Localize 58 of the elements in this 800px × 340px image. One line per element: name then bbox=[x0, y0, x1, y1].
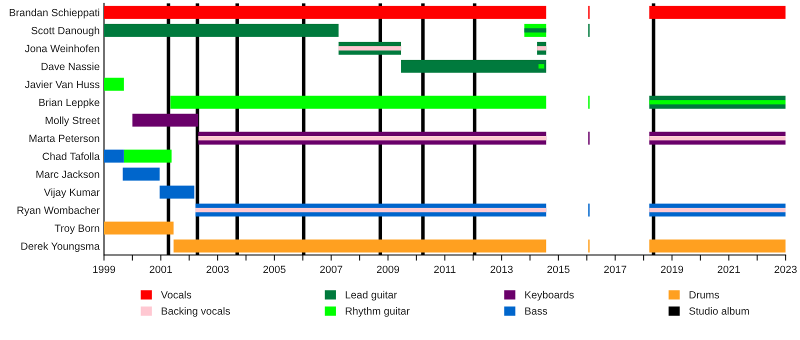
y-tick-label: Marta Peterson bbox=[29, 134, 100, 142]
bar bbox=[649, 100, 786, 104]
legend-label: Backing vocals bbox=[162, 307, 230, 317]
bar bbox=[104, 222, 174, 235]
x-tick-label: 2023 bbox=[774, 266, 797, 274]
y-tick-label: Ryan Wombacher bbox=[18, 206, 100, 216]
bar bbox=[170, 96, 546, 109]
bar bbox=[649, 240, 786, 252]
bar bbox=[401, 60, 546, 73]
y-tick-label: Javier Van Huss bbox=[24, 80, 100, 88]
x-tick-label: 2011 bbox=[434, 266, 456, 274]
legend-label: Bass bbox=[525, 307, 548, 315]
bar bbox=[104, 24, 339, 37]
bar bbox=[174, 240, 546, 252]
bar bbox=[538, 64, 544, 68]
bar bbox=[104, 6, 546, 19]
bar bbox=[649, 208, 786, 212]
legend-label: Keyboards bbox=[525, 290, 574, 301]
legend-label: Rhythm guitar bbox=[346, 307, 410, 317]
x-tick-label: 2017 bbox=[604, 266, 626, 274]
legend-label: Drums bbox=[690, 291, 720, 298]
bar bbox=[160, 186, 194, 199]
x-tick-label: 1999 bbox=[93, 266, 116, 274]
legend-label: Studio album bbox=[689, 307, 749, 315]
y-tick-label: Derek Youngsma bbox=[21, 242, 100, 252]
x-tick-label: 2003 bbox=[206, 266, 229, 274]
x-tick-label: 2007 bbox=[320, 266, 342, 274]
x-tick-label: 2019 bbox=[660, 266, 684, 274]
bar bbox=[649, 136, 786, 140]
y-tick-label: Brandan Schieppati bbox=[10, 8, 100, 18]
x-tick-label: 2013 bbox=[490, 266, 513, 274]
bar bbox=[104, 78, 124, 91]
x-tick-label: 2015 bbox=[547, 266, 570, 274]
x-tick-label: 2005 bbox=[263, 266, 286, 274]
bar bbox=[649, 6, 786, 19]
y-tick-label: Dave Nassie bbox=[42, 62, 100, 70]
bar bbox=[198, 136, 546, 140]
bar bbox=[132, 114, 198, 127]
x-tick-label: 2009 bbox=[376, 266, 400, 274]
x-tick-label: 2021 bbox=[718, 266, 740, 274]
bar bbox=[104, 150, 124, 163]
bar bbox=[537, 46, 546, 50]
y-tick-label: Vijay Kumar bbox=[44, 188, 100, 198]
y-tick-label: Chad Tafolla bbox=[42, 152, 100, 160]
y-tick-label: Scott Danough bbox=[31, 26, 100, 36]
bar bbox=[338, 46, 402, 50]
x-tick-label: 2001 bbox=[150, 266, 172, 274]
y-tick-label: Marc Jackson bbox=[36, 170, 100, 178]
y-tick-label: Jona Weinhofen bbox=[24, 44, 100, 52]
bar bbox=[122, 168, 160, 181]
bar bbox=[524, 28, 546, 33]
y-tick-label: Brian Leppke bbox=[39, 98, 100, 108]
legend-label: Vocals bbox=[160, 290, 192, 298]
bar bbox=[195, 208, 546, 212]
legend-label: Lead guitar bbox=[346, 290, 397, 301]
bar bbox=[124, 150, 172, 163]
y-tick-label: Molly Street bbox=[46, 116, 100, 126]
y-tick-label: Troy Born bbox=[54, 224, 100, 234]
